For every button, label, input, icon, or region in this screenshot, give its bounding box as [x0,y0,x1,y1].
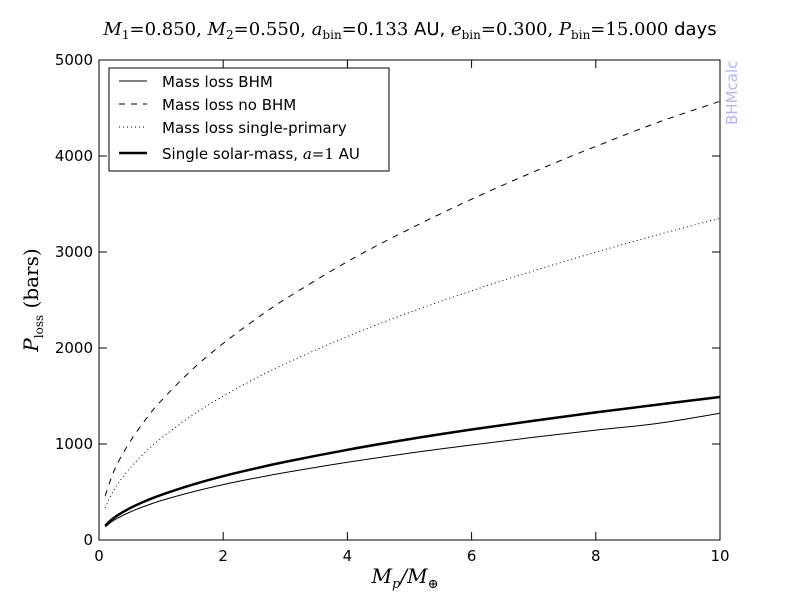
y-tick-label-2: 2000 [55,339,93,357]
y-tick-label-3: 3000 [55,243,93,261]
legend-label-no-bhm: Mass loss no BHM [162,96,296,114]
x-label-symbol-2: M [406,564,428,588]
x-tick-label-5: 10 [710,547,729,565]
series-layer [104,100,721,528]
series-line-solar-mass [104,395,721,527]
series-line-bhm [104,412,721,528]
y-label-symbol: P [19,338,43,353]
title-a-symbol: a [312,19,323,40]
title-e-subscript: bin [462,28,482,42]
title-p-subscript: bin [571,28,591,42]
legend-label-solar-mass-unit: AU [339,145,360,163]
title-m2-symbol: M [207,19,227,40]
legend-label-bhm: Mass loss BHM [162,73,273,91]
title-a-subscript: bin [322,28,342,42]
title-p-value: =15.000 [590,19,674,40]
series-line-single-primary [104,217,721,509]
ticks-layer: 0 2 4 6 8 10 0 1000 2000 3000 4000 5000 [55,51,730,565]
plot-frame [98,59,721,541]
x-label-symbol: M [371,564,393,588]
y-label-subscript: loss [32,315,46,338]
title-m1-symbol: M [102,19,122,40]
legend: Mass loss BHM Mass loss no BHM Mass loss… [108,67,390,172]
x-label-subscript: p [392,577,401,592]
legend-label-solar-mass-text: Single solar-mass, [162,145,303,163]
title-p-symbol: P [558,19,572,40]
x-tick-label-2: 4 [343,547,353,565]
x-tick-label-0: 0 [94,547,104,565]
title-a-unit: AU, [414,19,451,40]
y-tick-label-4: 4000 [55,147,93,165]
y-label-unit: (bars) [19,248,43,315]
title-e-value: =0.300, [481,19,559,40]
title-m2-value: =0.550, [234,19,312,40]
title-a-value: =0.133 [342,19,414,40]
x-label-subscript-2: ⊕ [428,577,439,592]
legend-box [108,67,390,172]
x-axis-label: Mp/M⊕ [371,564,439,592]
title-p-unit: days [674,19,717,40]
legend-label-solar-mass-value: =1 [312,145,339,163]
title-m1-subscript: 1 [122,28,130,42]
chart-title: M1=0.850, M2=0.550, abin=0.133 AU, ebin=… [102,19,716,42]
x-tick-label-4: 8 [591,547,601,565]
y-tick-label-0: 0 [83,531,93,549]
legend-label-single-primary: Mass loss single-primary [162,119,347,137]
title-m2-subscript: 2 [226,28,234,42]
series-line-no-bhm [104,100,721,496]
legend-label-solar-mass-symbol: a [303,145,312,163]
y-tick-label-5: 5000 [55,51,93,69]
x-tick-label-3: 6 [467,547,477,565]
watermark: BHMcalc [723,61,741,125]
legend-label-solar-mass: Single solar-mass, a=1 AU [162,145,360,163]
x-label-slash: / [398,564,409,588]
y-tick-label-1: 1000 [55,435,93,453]
x-tick-label-1: 2 [218,547,228,565]
title-m1-value: =0.850, [129,19,207,40]
y-axis-label: Ploss (bars) [19,248,46,352]
title-e-symbol: e [451,19,462,40]
